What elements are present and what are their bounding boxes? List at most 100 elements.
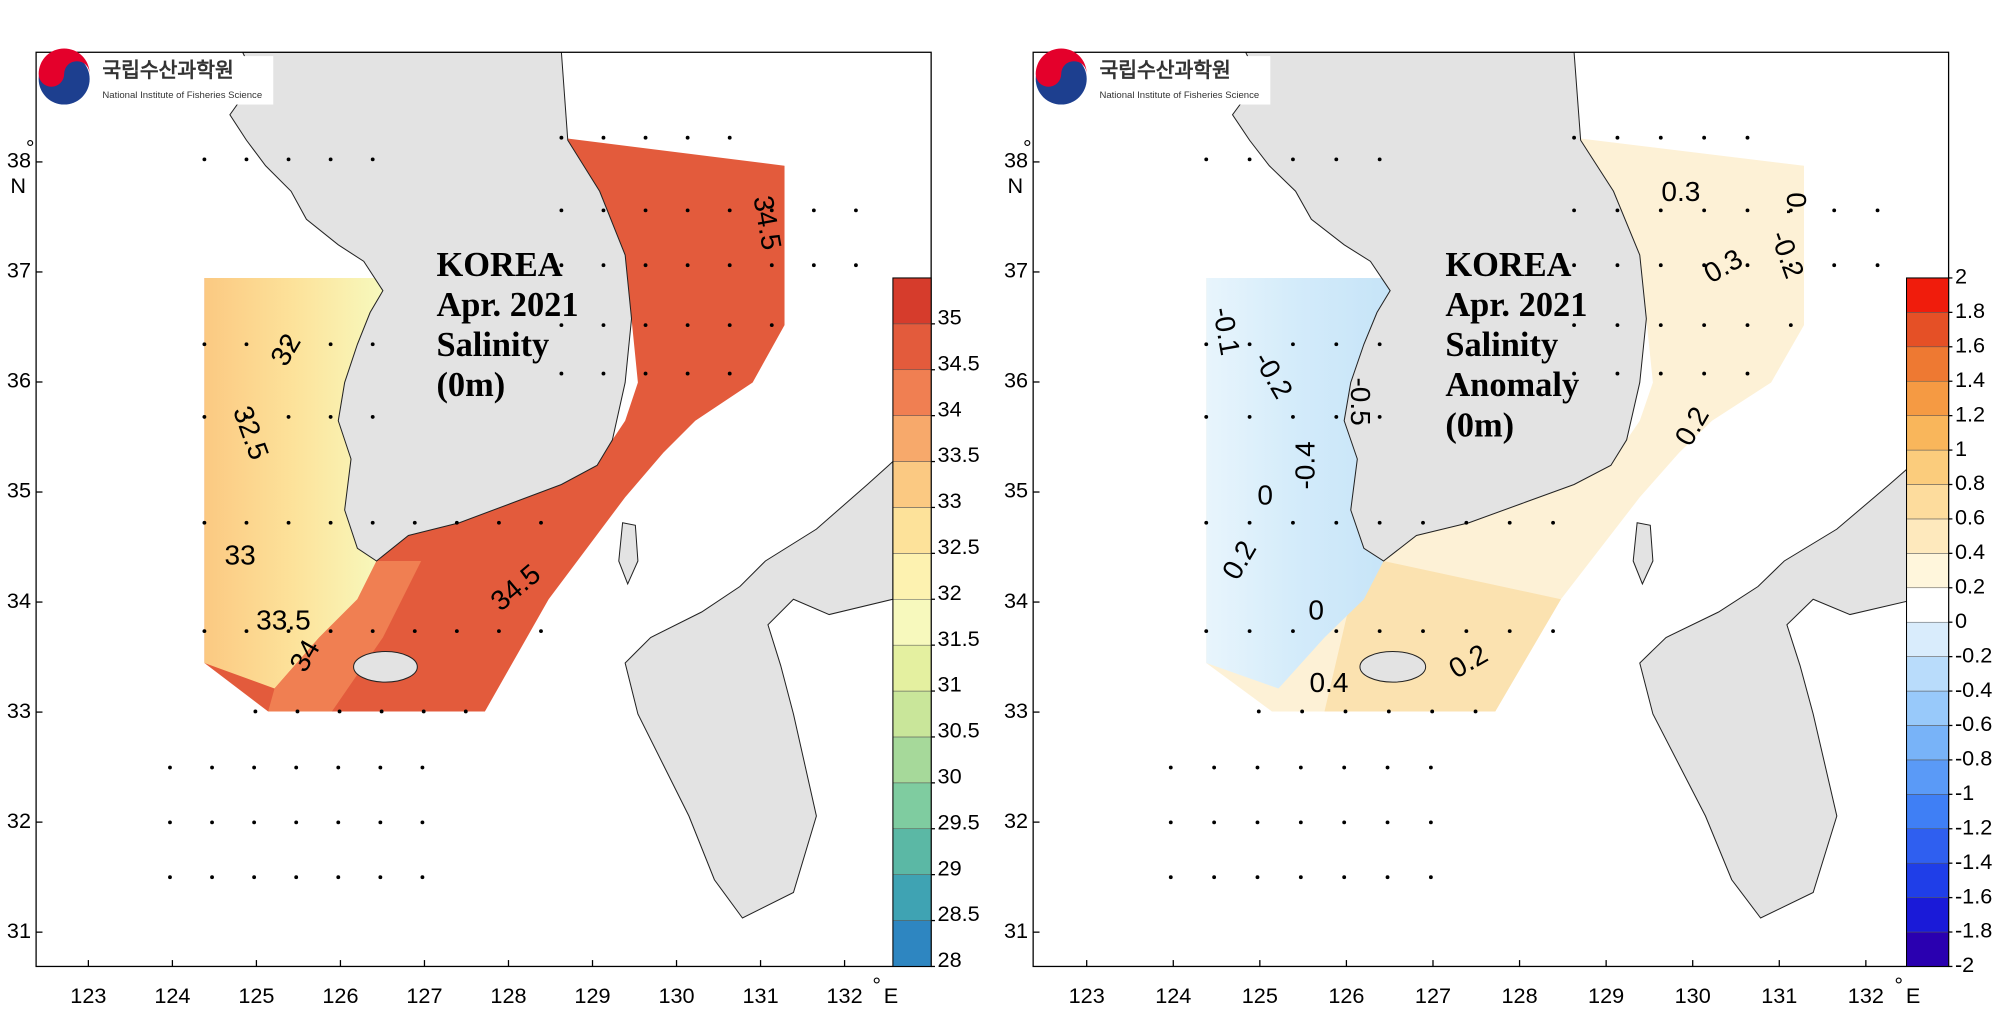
title-line: Apr. 2021 bbox=[436, 286, 578, 324]
colorbar-label: 29 bbox=[938, 855, 962, 880]
station bbox=[1428, 875, 1433, 880]
station bbox=[454, 629, 459, 634]
station bbox=[1428, 765, 1433, 770]
station bbox=[1212, 820, 1217, 825]
colorbar-segment bbox=[1906, 277, 1949, 313]
station bbox=[168, 820, 172, 825]
contour-label: 33.5 bbox=[256, 605, 311, 636]
station bbox=[1386, 709, 1391, 714]
station bbox=[336, 875, 341, 880]
station bbox=[1875, 208, 1880, 213]
colorbar-label: 28.5 bbox=[938, 901, 980, 926]
station bbox=[1572, 263, 1576, 268]
colorbar-label: 0.6 bbox=[1955, 505, 1985, 530]
station bbox=[168, 875, 172, 880]
colorbar-label: 0 bbox=[1955, 608, 1967, 633]
x-tick-label: 126 bbox=[1328, 983, 1364, 1008]
colorbar-segment bbox=[1906, 553, 1949, 589]
station bbox=[1464, 520, 1469, 525]
station bbox=[559, 208, 564, 213]
colorbar-segment bbox=[1906, 862, 1949, 898]
station bbox=[1702, 323, 1707, 328]
station bbox=[244, 342, 249, 347]
station bbox=[727, 208, 732, 213]
colorbar-segment bbox=[1906, 794, 1949, 830]
contour-label-group: 0.3 bbox=[1661, 176, 1700, 207]
contour-label-group: 33.5 bbox=[256, 605, 311, 636]
station bbox=[336, 765, 341, 770]
colorbar-label: 31 bbox=[938, 672, 962, 697]
land bbox=[624, 460, 894, 919]
logo-english: National Institute of Fisheries Science bbox=[102, 90, 262, 101]
contour-label: 0 bbox=[1257, 480, 1273, 511]
contour-label-group: 0 bbox=[1308, 594, 1324, 625]
title-line: KOREA bbox=[1445, 246, 1571, 284]
station bbox=[1702, 371, 1707, 376]
station bbox=[854, 263, 858, 268]
station bbox=[769, 323, 774, 328]
y-tick-label: 38 bbox=[7, 148, 31, 173]
station bbox=[1291, 157, 1295, 162]
station bbox=[252, 765, 257, 770]
y-tick-label: 37 bbox=[7, 258, 31, 283]
station bbox=[421, 709, 426, 714]
colorbar-label: 0.4 bbox=[1955, 539, 1985, 564]
station bbox=[1702, 208, 1707, 213]
station bbox=[1788, 263, 1793, 268]
station bbox=[1658, 263, 1663, 268]
colorbar-segment bbox=[1906, 828, 1949, 864]
station bbox=[378, 765, 383, 770]
data-field-west bbox=[1206, 277, 1391, 689]
x-unit: E bbox=[884, 983, 898, 1008]
station bbox=[727, 263, 732, 268]
station bbox=[1507, 520, 1512, 525]
map-panel: 국립수산과학원 National Institute of Fisheries S… bbox=[1004, 48, 1992, 1008]
y-tick-label: 34 bbox=[1004, 588, 1028, 613]
station bbox=[1551, 629, 1555, 634]
x-tick-label: 130 bbox=[658, 983, 694, 1008]
station bbox=[1256, 709, 1261, 714]
y-degree: ° bbox=[1023, 135, 1032, 160]
logo-mark bbox=[38, 48, 90, 87]
station bbox=[1212, 765, 1217, 770]
station bbox=[1572, 135, 1576, 140]
x-tick-label: 125 bbox=[238, 983, 274, 1008]
colorbar-segment bbox=[1906, 931, 1949, 967]
colorbar-segment bbox=[892, 690, 932, 738]
station bbox=[286, 342, 291, 347]
station bbox=[811, 208, 816, 213]
x-tick-label: 123 bbox=[70, 983, 106, 1008]
title-line: Apr. 2021 bbox=[1445, 286, 1587, 324]
x-tick-label: 129 bbox=[1588, 983, 1624, 1008]
y-tick-label: 36 bbox=[7, 368, 31, 393]
land bbox=[229, 52, 633, 562]
station bbox=[1204, 629, 1209, 634]
x-degree: ° bbox=[872, 973, 881, 998]
station bbox=[328, 157, 333, 162]
colorbar-label: 34 bbox=[938, 396, 962, 421]
station bbox=[539, 520, 543, 525]
x-unit: E bbox=[1906, 983, 1920, 1008]
x-degree: ° bbox=[1894, 973, 1903, 998]
y-tick-label: 35 bbox=[1004, 478, 1028, 503]
station bbox=[854, 208, 858, 213]
x-tick-label: 124 bbox=[1155, 983, 1191, 1008]
station bbox=[1658, 135, 1663, 140]
colorbar-segment bbox=[1906, 484, 1949, 520]
colorbar-segment bbox=[1906, 656, 1949, 692]
y-degree: ° bbox=[26, 135, 35, 160]
station bbox=[286, 629, 291, 634]
station bbox=[1255, 875, 1260, 880]
map-body bbox=[1168, 52, 1917, 919]
land bbox=[1632, 522, 1654, 586]
station bbox=[1745, 371, 1750, 376]
station bbox=[202, 415, 207, 419]
station bbox=[727, 135, 732, 140]
station bbox=[1385, 875, 1390, 880]
station bbox=[1247, 342, 1252, 347]
station bbox=[1832, 263, 1837, 268]
station bbox=[1615, 371, 1620, 376]
station bbox=[497, 629, 501, 634]
station bbox=[1464, 629, 1469, 634]
colorbar-label: 1.4 bbox=[1955, 367, 1985, 392]
